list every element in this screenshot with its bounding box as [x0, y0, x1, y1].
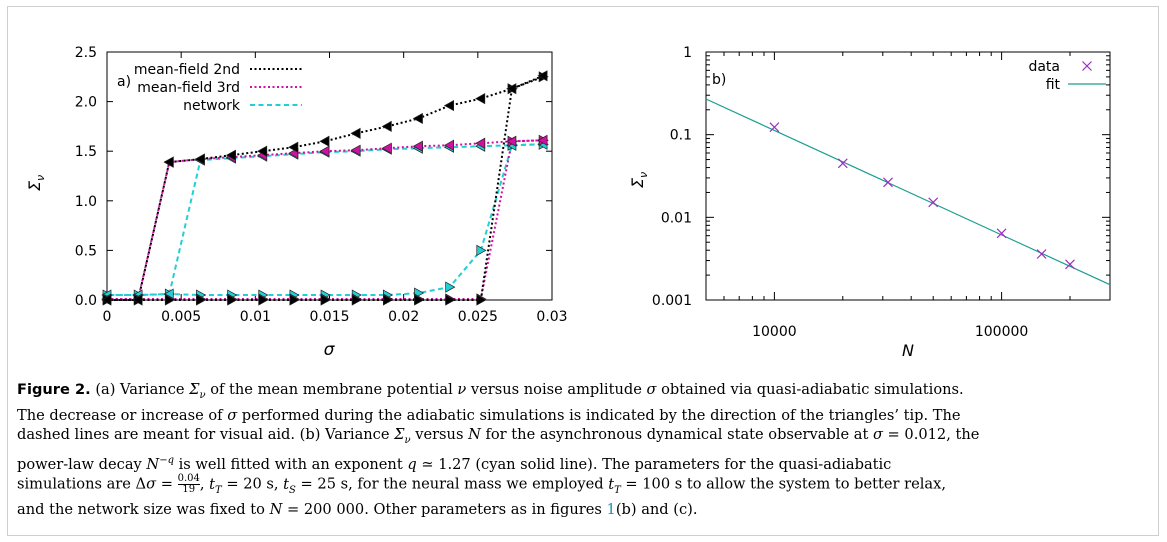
chart-a-point-marker: [443, 139, 454, 151]
chart-b-data-point: [769, 122, 780, 133]
chart-b-plot-border: [705, 51, 1111, 301]
chart-a-xtick-label: 0.02: [388, 309, 419, 325]
chart-a-ytick-label: 1.5: [75, 144, 97, 160]
chart-b-panel-label: b): [712, 72, 726, 88]
caption-line-6: and the network size was fixed to N = 20…: [17, 501, 698, 519]
chart-a-point-marker: [506, 83, 517, 95]
chart-a-series-line: [107, 74, 544, 301]
caption-label: Figure 2.: [17, 381, 91, 398]
chart-a-series-line: [107, 143, 544, 297]
chart-b-data-point: [996, 228, 1007, 239]
chart-a-point-marker: [506, 135, 517, 147]
chart-a-point-marker: [196, 294, 207, 306]
chart-a-point-marker: [319, 145, 330, 157]
chart-a-series-line: [107, 75, 544, 301]
chart-a-point-marker: [288, 141, 299, 153]
chart-a-point-marker: [101, 294, 112, 306]
chart-a-xtick-label: 0.025: [458, 309, 498, 325]
chart-b-legend-swatch-data: [1082, 61, 1092, 71]
chart-a-point-marker: [257, 145, 268, 157]
chart-a-legend: mean-field 2nd mean-field 3rd network: [134, 62, 302, 114]
chart-a-series-line: [107, 139, 544, 301]
chart-a-ytick-label: 0.5: [75, 243, 97, 259]
chart-b-legend: data fit: [1028, 59, 1106, 93]
chart-a-ytick-label: 0.0: [75, 293, 97, 309]
chart-a-point-marker: [351, 294, 362, 306]
chart-a-point-marker: [350, 127, 361, 139]
chart-b-xtick-label: 100000: [975, 324, 1028, 340]
chart-a-point-marker: [227, 294, 238, 306]
chart-a-legend-label: network: [183, 98, 241, 114]
figure-frame: [7, 6, 1159, 536]
chart-a-point-marker: [225, 149, 236, 161]
caption-line-2: The decrease or increase of σ performed …: [17, 406, 961, 424]
chart-a-point-marker: [537, 70, 548, 82]
chart-a-point-marker: [194, 153, 205, 165]
chart-a-ytick-label: 2.0: [75, 95, 97, 111]
chart-b-fit-line: [705, 98, 1111, 286]
chart-a-xtick-label: 0.015: [309, 309, 349, 325]
chart-b-ytick-label: 0.01: [661, 210, 692, 226]
chart-b-legend-label-data: data: [1028, 59, 1060, 75]
chart-a-point-marker: [476, 294, 487, 306]
chart-a-point-marker: [164, 294, 176, 306]
chart-b-data-point: [883, 177, 893, 188]
chart-a-xtick-label: 0.005: [161, 309, 201, 325]
chart-a-point-marker: [383, 294, 394, 306]
chart-a-point-marker: [163, 156, 174, 168]
chart-b-data-point: [928, 197, 939, 208]
chart-a-ytick-label: 1.0: [75, 194, 97, 210]
chart-a-series-line: [107, 143, 544, 297]
chart-a-point-marker: [381, 120, 392, 132]
chart-a-point-marker: [445, 281, 456, 293]
chart-a-point-marker: [445, 294, 456, 306]
chart-a-point-marker: [443, 99, 454, 112]
chart-a-legend-label: mean-field 3rd: [137, 80, 240, 96]
chart-b-ylabel: Σν: [628, 172, 650, 188]
chart-a-point-marker: [412, 112, 423, 125]
chart-a-point-marker: [381, 142, 392, 154]
caption-line-1: Figure 2. (a) Variance Σν of the mean me…: [17, 381, 964, 401]
chart-b: 10000 100000 0.001 0.01 0.1 1 b) data fit N Σν: [628, 45, 1111, 360]
caption-line-5: simulations are Δσ = 0.04 19, tT = 20 s, …: [17, 473, 946, 496]
caption-line-3: dashed lines are meant for visual aid. (…: [17, 426, 980, 446]
chart-a-ytick-label: 2.5: [75, 45, 97, 61]
chart-b-data-point: [1036, 249, 1047, 259]
chart-b-xtick-label: 10000: [752, 324, 797, 340]
chart-a-point-marker: [475, 93, 486, 105]
chart-a-point-marker: [476, 244, 487, 256]
chart-b-ytick-label: 1: [683, 45, 692, 61]
chart-a-point-marker: [350, 144, 361, 156]
chart-a-point-marker: [289, 294, 300, 306]
figure-1-link[interactable]: 1: [606, 501, 616, 519]
chart-a-point-marker: [475, 137, 486, 149]
chart-a-xtick-label: 0.03: [536, 309, 567, 325]
chart-b-xlabel: N: [902, 341, 914, 360]
chart-b-data-point: [1065, 259, 1075, 270]
chart-b-ytick-label: 0.1: [670, 128, 692, 144]
chart-a-xtick-label: 0.01: [240, 309, 271, 325]
chart-a-point-marker: [132, 294, 143, 306]
chart-a-point-marker: [319, 135, 330, 147]
chart-b-legend-label-fit: fit: [1046, 77, 1061, 93]
chart-a-point-marker: [258, 294, 269, 306]
chart-b-data-point: [837, 158, 848, 169]
caption-line-4: power-law decay N−q is well fitted with …: [17, 454, 892, 473]
chart-a-point-marker: [412, 140, 423, 152]
chart-b-ytick-label: 0.001: [652, 293, 692, 309]
chart-a-point-marker: [320, 294, 331, 306]
chart-a-point-marker: [414, 294, 425, 306]
figure-caption: Figure 2. (a) Variance Σν of the mean me…: [17, 380, 1147, 520]
chart-a: 0 0.005 0.01 0.015 0.02 0.025 0.03 0.0 0.5 1.0 1.5…: [25, 45, 568, 360]
chart-a-xlabel: σ: [324, 340, 336, 360]
chart-a-point-marker: [537, 134, 548, 146]
chart-a-panel-label: a): [117, 74, 131, 90]
chart-a-xtick-label: 0: [103, 309, 112, 325]
chart-a-legend-label: mean-field 2nd: [134, 62, 240, 78]
